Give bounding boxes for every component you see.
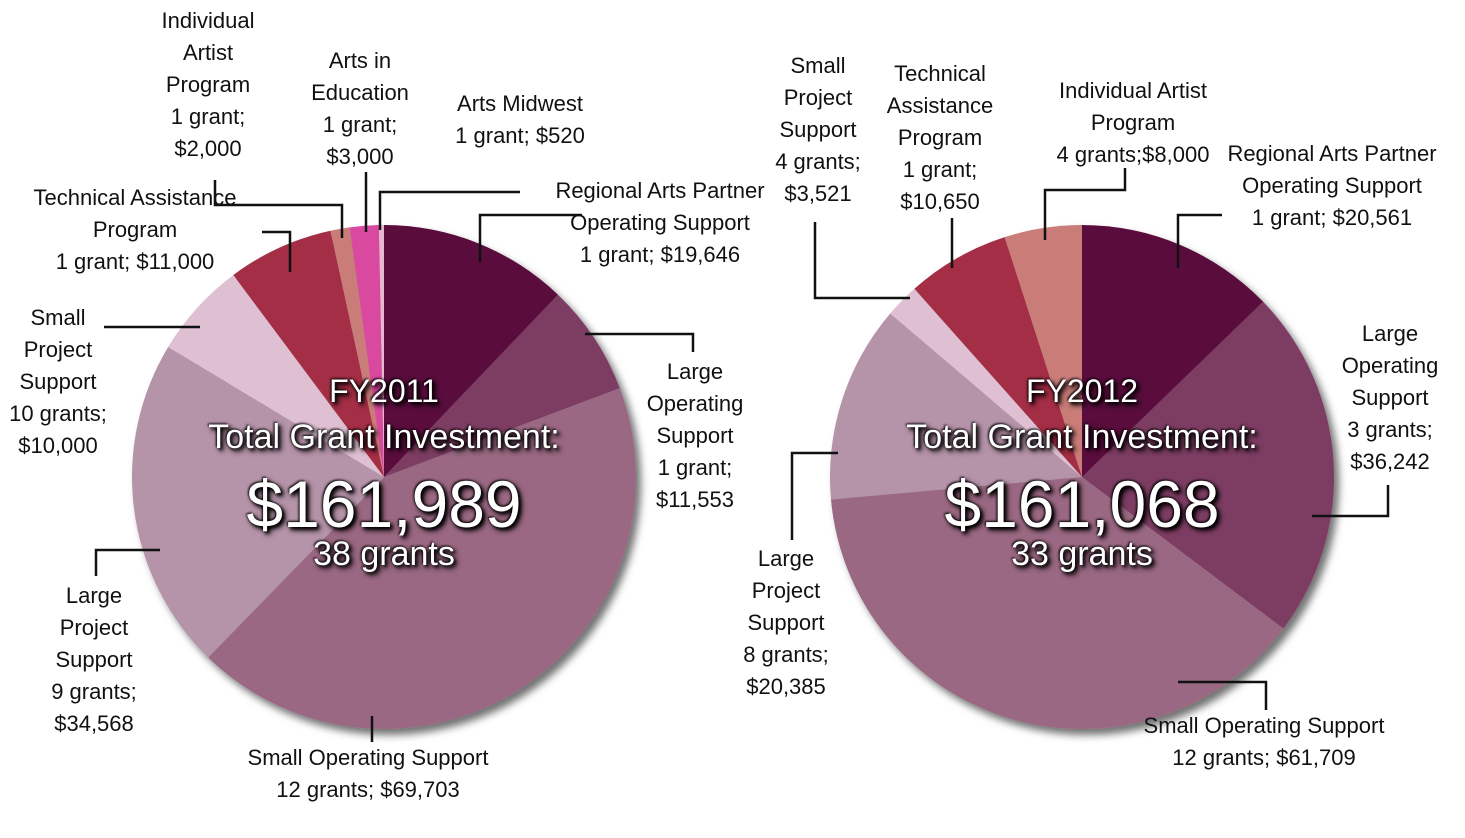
leader-line: [478, 213, 582, 262]
value-label: 1 grant; $11,553: [656, 455, 734, 512]
pie-slice: [830, 313, 1082, 500]
pie-slice: [831, 477, 1284, 730]
pie-slice: [330, 227, 384, 477]
value-label: 1 grant; $10,650: [900, 157, 980, 214]
value-label: 12 grants; $69,703: [276, 777, 460, 802]
value-label: 8 grants; $20,385: [743, 642, 829, 699]
leader-line: [1312, 485, 1390, 518]
slice-label: Individual Artist Program 4 grants;$8,000: [1033, 75, 1233, 171]
pie-slice: [384, 225, 558, 477]
category-name: Regional Arts Partner Operating Support: [555, 178, 765, 235]
pie-slice: [208, 388, 637, 730]
slice-label: Large Operating Support 3 grants; $36,242: [1330, 318, 1450, 478]
leader-line: [790, 451, 838, 540]
slice-label: Arts in Education 1 grant; $3,000: [300, 45, 420, 173]
category-name: Large Project Support: [55, 583, 133, 672]
slice-label: Small Operating Support 12 grants; $61,70…: [1139, 710, 1389, 774]
slice-label: Large Operating Support 1 grant; $11,553: [635, 356, 755, 516]
leader-line: [262, 230, 292, 272]
pie-slice: [132, 346, 384, 658]
pie-slice: [349, 225, 384, 477]
pie-slice: [1004, 225, 1082, 477]
slice-label: Large Project Support 9 grants; $34,568: [39, 580, 149, 740]
category-name: Large Operating Support: [1341, 321, 1439, 410]
slice-label: Small Project Support 10 grants; $10,000: [3, 302, 113, 462]
slice-label: Small Operating Support 12 grants; $69,70…: [243, 742, 493, 806]
pie-slice: [1082, 225, 1264, 477]
slice-label: Individual Artist Program 1 grant; $2,000: [153, 5, 263, 165]
category-name: Regional Arts Partner Operating Support: [1227, 141, 1437, 198]
leader-line: [378, 190, 520, 230]
pie-slice: [890, 288, 1082, 477]
pie-total: $161,989: [246, 467, 522, 541]
pie-grants: 38 grants: [313, 535, 455, 573]
category-name: Individual Artist Program: [1059, 78, 1207, 135]
pie-subtitle: Total Grant Investment:: [208, 418, 560, 456]
leader-line: [585, 332, 695, 352]
pie: [132, 225, 637, 730]
category-name: Small Project Support: [779, 53, 857, 142]
value-label: 1 grant; $11,000: [55, 249, 215, 274]
value-label: 12 grants; $61,709: [1172, 745, 1356, 770]
leader-line: [813, 222, 910, 300]
leader-line: [1043, 168, 1127, 240]
category-name: Individual Artist Program: [161, 8, 255, 97]
value-label: 1 grant; $20,561: [1251, 205, 1413, 230]
value-label: 3 grants; $36,242: [1347, 417, 1433, 474]
category-name: Large Project Support: [747, 546, 825, 635]
category-name: Small Operating Support: [247, 745, 489, 770]
leader-line: [94, 548, 160, 576]
category-name: Arts Midwest: [457, 91, 583, 116]
leader-line: [213, 180, 344, 238]
leader-line: [1176, 213, 1222, 268]
pie-slice: [1082, 301, 1335, 629]
value-label: 4 grants; $3,521: [775, 149, 861, 206]
category-name: Technical Assistance Program: [886, 61, 994, 150]
category-name: Small Project Support: [19, 305, 97, 394]
slice-label: Large Project Support 8 grants; $20,385: [731, 543, 841, 703]
value-label: 1 grant; $19,646: [579, 242, 741, 267]
value-label: 9 grants; $34,568: [51, 679, 137, 736]
pie-title: FY2011: [329, 373, 439, 409]
pie-slice: [168, 274, 384, 477]
slice-label: Regional Arts Partner Operating Support 1…: [1217, 138, 1447, 234]
value-label: 10 grants; $10,000: [9, 401, 107, 458]
pie: [830, 225, 1335, 730]
slice-label: Regional Arts Partner Operating Support 1…: [545, 175, 775, 271]
leader-line: [1178, 680, 1268, 710]
category-name: Technical Assistance Program: [33, 185, 237, 242]
pie-total: $161,068: [944, 467, 1220, 541]
category-name: Small Operating Support: [1143, 713, 1385, 738]
value-label: 4 grants;$8,000: [1056, 142, 1210, 167]
pie-subtitle: Total Grant Investment:: [906, 418, 1258, 456]
pie-grants: 33 grants: [1011, 535, 1153, 573]
value-label: 1 grant; $2,000: [170, 104, 246, 161]
pie-title: FY2012: [1025, 373, 1139, 409]
slice-label: Technical Assistance Program 1 grant; $11…: [0, 182, 270, 278]
slice-label: Technical Assistance Program 1 grant; $10…: [875, 58, 1005, 218]
category-name: Arts in Education: [311, 48, 409, 105]
pie-slice: [384, 294, 620, 477]
value-label: 1 grant; $3,000: [322, 112, 398, 169]
slice-label: Small Project Support 4 grants; $3,521: [768, 50, 868, 210]
category-name: Large Operating Support: [646, 359, 744, 448]
pie-slice: [233, 230, 384, 477]
slice-label: Arts Midwest 1 grant; $520: [435, 88, 605, 152]
value-label: 1 grant; $520: [455, 123, 585, 148]
pie-slice: [914, 237, 1082, 477]
pie-slice: [378, 225, 384, 477]
